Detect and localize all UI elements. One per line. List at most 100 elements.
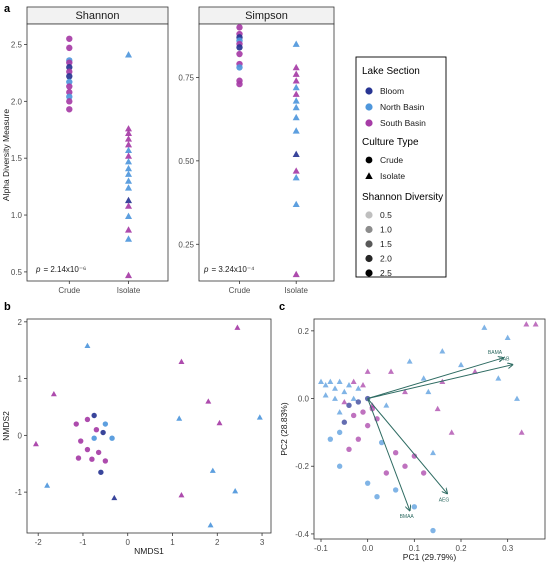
simpson-point xyxy=(236,80,243,88)
pca-point xyxy=(318,378,324,384)
nmds-x-tick-label: 3 xyxy=(260,538,265,547)
pca-point xyxy=(360,382,366,388)
nmds-y-tick-label: 1 xyxy=(18,375,23,384)
shannon-point xyxy=(125,212,133,219)
pca-point xyxy=(532,321,539,327)
nmds-point xyxy=(207,522,214,528)
simpson-point xyxy=(292,127,300,134)
simpson-point xyxy=(292,113,300,121)
shannon-point xyxy=(66,106,73,113)
shannon-y-tick-label: 1.0 xyxy=(11,211,23,220)
pca-point xyxy=(472,368,478,374)
legend-label-lake-section: Bloom xyxy=(380,86,404,96)
legend-shannon-dot xyxy=(365,225,373,234)
legend-label-lake-section: North Basin xyxy=(380,102,425,112)
legend-shannon-dot xyxy=(365,254,373,263)
pca-point xyxy=(341,419,348,425)
pca-point xyxy=(402,388,408,395)
legend-shape-isolate xyxy=(365,172,373,179)
nmds-point xyxy=(176,415,183,421)
legend-title-culture-type: Culture Type xyxy=(362,137,419,148)
legend-label-shannon-level: 1.0 xyxy=(380,225,392,235)
shannon-y-tick-label: 0.5 xyxy=(11,268,23,277)
panel-letter-b: b xyxy=(4,301,11,313)
pca-point xyxy=(322,392,329,398)
nmds-point xyxy=(93,426,100,433)
pca-point xyxy=(336,463,343,469)
pca-point xyxy=(411,453,418,459)
pca-y-tick-label: 0.0 xyxy=(298,395,310,404)
pca-point xyxy=(383,402,390,408)
nmds-plot-area xyxy=(26,318,272,534)
simpson-y-tick-label: 0.50 xyxy=(178,157,194,166)
legend-title-shannon-diversity: Shannon Diversity xyxy=(362,192,443,203)
simpson-point xyxy=(236,24,243,31)
shannon-x-tick-label: Crude xyxy=(58,286,80,295)
pca-y-axis-title: PC2 (28.83%) xyxy=(279,402,289,456)
pca-point xyxy=(402,463,408,469)
shannon-point xyxy=(66,35,73,42)
nmds-y-tick-label: 0 xyxy=(18,431,23,440)
shannon-point xyxy=(125,152,133,159)
shannon-point xyxy=(66,93,73,100)
legend: Lake Section Bloom North Basin South Basin… xyxy=(355,56,447,278)
simpson-y-tick-label: 0.75 xyxy=(178,73,194,82)
panel-letter-a: a xyxy=(4,3,11,15)
shannon-point xyxy=(66,83,73,90)
pca-point xyxy=(504,334,511,340)
nmds-point xyxy=(209,467,216,473)
nmds-point xyxy=(102,458,109,464)
nmds-point xyxy=(44,482,51,488)
pca-x-tick-label: 0.3 xyxy=(502,544,514,553)
shannon-point xyxy=(125,135,133,142)
legend-label-shannon-level: 2.5 xyxy=(380,268,392,278)
nmds-x-tick-label: 2 xyxy=(215,538,220,547)
simpson-point xyxy=(236,64,243,71)
pca-point xyxy=(350,412,357,419)
nmds-point xyxy=(256,414,263,420)
nmds-point xyxy=(32,440,39,447)
pca-point xyxy=(332,395,338,401)
pca-point xyxy=(378,439,385,446)
simpson-pvalue: p = 3.24x10⁻⁴ xyxy=(203,265,255,274)
pca-point xyxy=(364,368,371,374)
simpson-x-tick-label: Crude xyxy=(229,286,251,295)
nmds-point xyxy=(84,416,91,423)
pca-point xyxy=(374,493,380,500)
shannon-point xyxy=(125,141,133,148)
shannon-pvalue: p = 2.14x10⁻⁶ xyxy=(35,265,86,274)
nmds-x-axis-title: NMDS1 xyxy=(134,546,164,556)
pca-y-tick-label: 0.2 xyxy=(298,327,310,336)
pca-point xyxy=(350,395,357,401)
simpson-x-tick-label: Isolate xyxy=(284,286,308,295)
pca-point xyxy=(420,375,427,381)
shannon-point xyxy=(125,235,133,242)
simpson-point xyxy=(236,50,243,58)
simpson-point xyxy=(292,200,300,208)
pca-point xyxy=(332,385,338,391)
pca-x-tick-label: 0.1 xyxy=(409,544,421,553)
shannon-point xyxy=(125,226,133,233)
legend-shannon-dot xyxy=(365,240,373,248)
pca-point xyxy=(350,378,357,384)
pca-point xyxy=(448,429,455,435)
nmds-x-tick-label: -1 xyxy=(79,538,87,547)
shannon-strip-label: Shannon xyxy=(75,10,119,22)
pca-point xyxy=(355,436,362,442)
shannon-x-tick-label: Isolate xyxy=(117,286,141,295)
simpson-point xyxy=(292,150,300,157)
nmds-x-tick-label: 0 xyxy=(126,538,131,547)
legend-swatch-bloom xyxy=(365,87,373,95)
pca-x-tick-label: -0.1 xyxy=(314,544,328,553)
shannon-y-tick-label: 1.5 xyxy=(11,154,23,163)
nmds-point xyxy=(109,435,115,441)
legend-shannon-dot xyxy=(365,211,373,219)
pca-point xyxy=(341,388,348,395)
nmds-point xyxy=(111,494,118,501)
legend-title-lake-section: Lake Section xyxy=(362,66,420,77)
shannon-point xyxy=(125,164,133,172)
pca-point xyxy=(518,429,525,435)
shannon-pvalue-value: = 2.14x10⁻⁶ xyxy=(43,265,86,274)
pca-loading-arrow-bmaa xyxy=(367,398,410,511)
